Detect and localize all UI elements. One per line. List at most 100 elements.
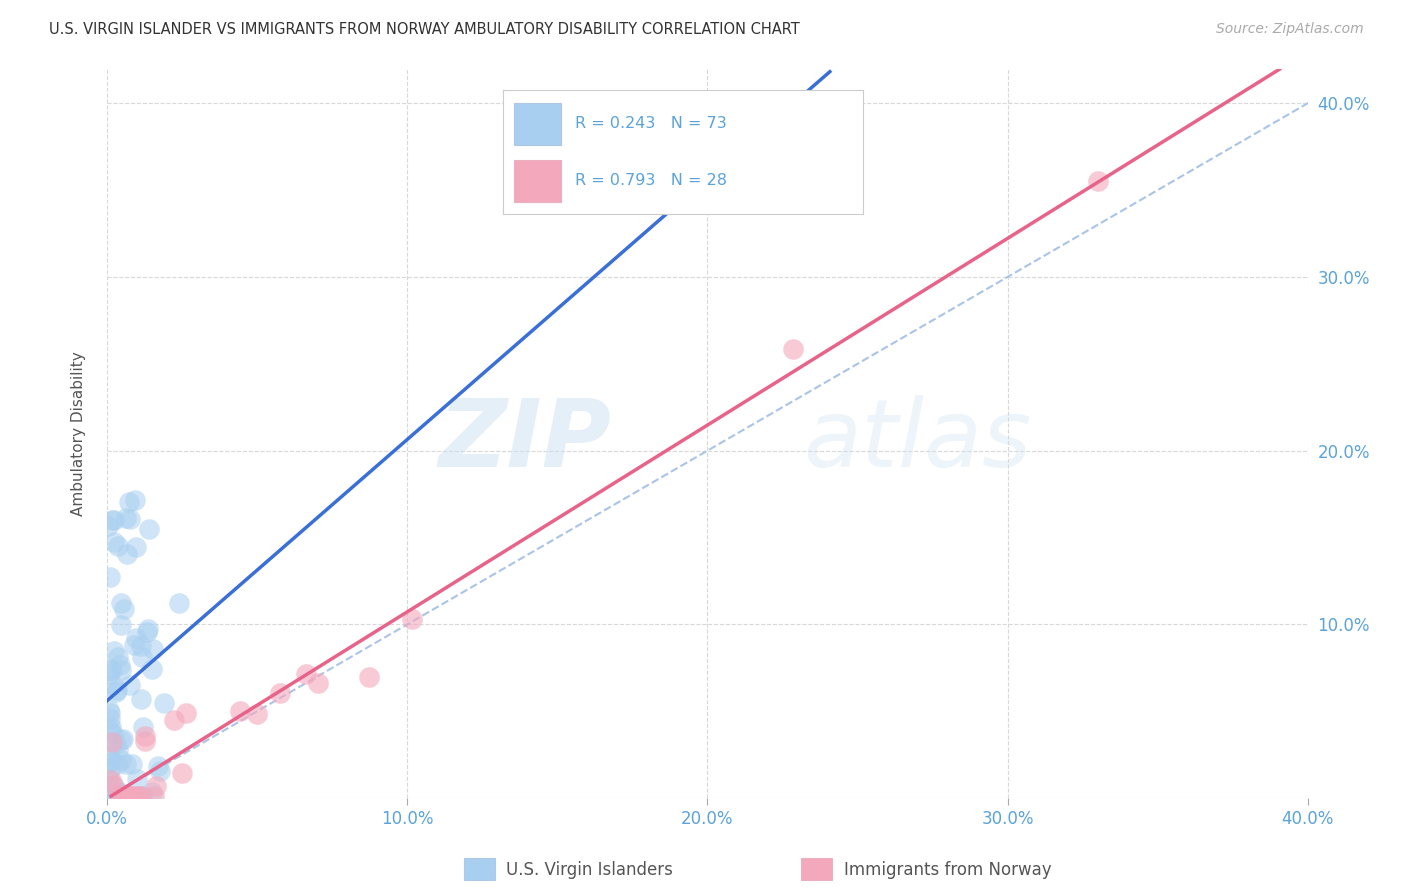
Point: [98, 723, 121, 738]
Point: [110, 595, 132, 609]
Point: [167, 596, 190, 610]
Point: [115, 548, 138, 562]
Point: [98, 706, 121, 721]
Point: [103, 644, 125, 658]
Point: [104, 784, 127, 798]
Point: [100, 720, 122, 734]
Text: U.S. Virgin Islanders: U.S. Virgin Islanders: [506, 861, 673, 879]
Point: [101, 778, 124, 792]
Point: [149, 764, 172, 778]
Point: [101, 677, 124, 691]
Point: [176, 706, 198, 720]
Point: [101, 779, 124, 793]
Point: [98, 570, 121, 584]
Point: [97, 756, 120, 771]
Point: [120, 678, 142, 692]
Point: [122, 638, 145, 652]
Point: [163, 713, 186, 727]
Point: [105, 684, 128, 698]
Point: [98, 781, 121, 796]
Point: [307, 675, 329, 690]
Point: [110, 663, 132, 677]
Point: [107, 784, 129, 798]
Point: [97, 666, 120, 681]
Point: [101, 734, 124, 748]
Point: [110, 732, 132, 747]
Point: [120, 789, 142, 804]
Point: [121, 789, 143, 803]
Text: Immigrants from Norway: Immigrants from Norway: [844, 861, 1052, 879]
Point: [105, 682, 128, 697]
Point: [124, 632, 146, 646]
Point: [141, 785, 163, 799]
Point: [117, 789, 139, 804]
Point: [97, 748, 120, 763]
Point: [136, 623, 159, 637]
Point: [782, 343, 804, 357]
Point: [118, 512, 141, 526]
Point: [103, 535, 125, 549]
Point: [100, 663, 122, 677]
Point: [136, 625, 159, 640]
Point: [134, 729, 156, 743]
Point: [124, 493, 146, 508]
Point: [101, 727, 124, 741]
Point: [121, 756, 143, 771]
Text: U.S. VIRGIN ISLANDER VS IMMIGRANTS FROM NORWAY AMBULATORY DISABILITY CORRELATION: U.S. VIRGIN ISLANDER VS IMMIGRANTS FROM …: [49, 22, 800, 37]
Point: [132, 720, 155, 734]
Point: [125, 540, 148, 554]
Point: [127, 789, 149, 804]
Point: [153, 696, 176, 710]
Point: [134, 734, 156, 748]
Text: atlas: atlas: [803, 395, 1032, 486]
Point: [294, 667, 316, 681]
Point: [97, 703, 120, 717]
Point: [118, 495, 141, 509]
Point: [107, 650, 129, 665]
Point: [98, 780, 121, 794]
Point: [229, 705, 252, 719]
Point: [129, 789, 152, 804]
Point: [108, 657, 131, 672]
Point: [143, 789, 166, 804]
Point: [100, 772, 122, 787]
Point: [108, 788, 131, 802]
Point: [132, 789, 155, 803]
Point: [110, 753, 132, 767]
Point: [269, 686, 291, 700]
Point: [97, 518, 120, 533]
Point: [145, 779, 167, 793]
Point: [110, 618, 132, 632]
Text: ZIP: ZIP: [439, 394, 612, 487]
Point: [97, 783, 120, 797]
Point: [112, 601, 135, 615]
Point: [127, 772, 149, 787]
Text: Source: ZipAtlas.com: Source: ZipAtlas.com: [1216, 22, 1364, 37]
Point: [105, 756, 128, 771]
Point: [142, 642, 165, 657]
Point: [141, 661, 163, 675]
Point: [115, 789, 138, 804]
Point: [107, 742, 129, 756]
Point: [114, 756, 136, 771]
Point: [104, 736, 127, 750]
Point: [170, 766, 193, 780]
Point: [401, 612, 423, 626]
Point: [108, 789, 131, 804]
Point: [146, 758, 169, 772]
Point: [100, 753, 122, 767]
Point: [101, 788, 124, 802]
Point: [114, 511, 136, 525]
Point: [131, 639, 153, 653]
Point: [103, 513, 125, 527]
Point: [138, 522, 160, 536]
Point: [98, 712, 121, 726]
Point: [98, 763, 121, 777]
Point: [100, 663, 122, 677]
Point: [97, 780, 120, 795]
Point: [101, 513, 124, 527]
Point: [98, 772, 121, 786]
Point: [112, 731, 135, 746]
Point: [107, 539, 129, 553]
Point: [128, 789, 150, 804]
